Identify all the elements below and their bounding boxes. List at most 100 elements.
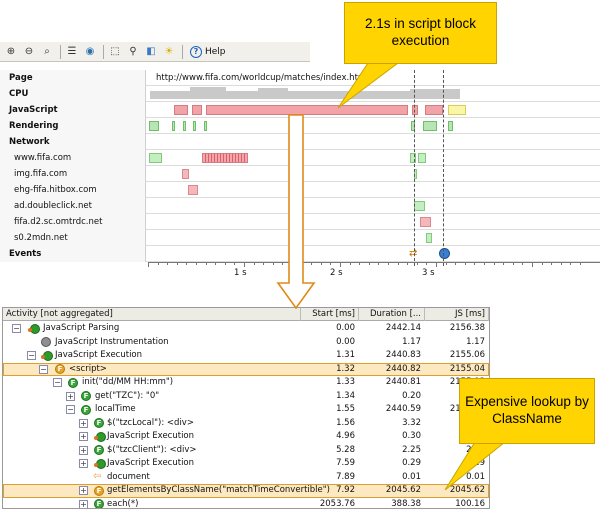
palette-icon[interactable]: ◧	[146, 46, 156, 57]
page-url[interactable]: http://www.fifa.com/worldcup/matches/ind…	[156, 73, 369, 83]
axis-tick	[532, 262, 533, 267]
table-row[interactable]: + JavaScript Execution 7.59 0.29 0.29	[3, 457, 489, 471]
js-segment[interactable]	[425, 105, 443, 115]
axis-tick	[359, 262, 361, 265]
js-segment-script-block[interactable]	[206, 105, 408, 115]
network-request[interactable]	[149, 153, 162, 163]
render-segment[interactable]	[423, 121, 437, 131]
table-row[interactable]: + F $("tzcLocal"): <div> 1.56 3.32 3.32	[3, 417, 489, 431]
js-segment[interactable]	[192, 105, 202, 115]
network-request[interactable]	[420, 217, 431, 227]
axis-tick	[282, 262, 284, 265]
network-request[interactable]	[410, 153, 416, 163]
table-row-getelementsbyclassname-highlighted[interactable]: + F getElementsByClassName("matchTimeCon…	[3, 484, 489, 498]
table-row[interactable]: + F each(*) 2053.76 388.38 100.16	[3, 498, 489, 509]
render-segment[interactable]	[149, 121, 159, 131]
axis-tick	[464, 262, 466, 265]
timeline-label-page: Page	[0, 70, 146, 86]
table-row[interactable]: − JavaScript Parsing 0.00 2442.14 2156.3…	[3, 322, 489, 336]
function-icon: F	[81, 404, 91, 415]
activity-name: JavaScript Parsing	[43, 323, 120, 334]
axis-tick	[445, 262, 447, 265]
js-segment-yellow[interactable]	[448, 105, 466, 115]
duration-cell: 2440.81	[385, 377, 421, 388]
script-function-icon: F	[55, 364, 65, 375]
filter-icon[interactable]: ⚲	[129, 46, 137, 57]
collapse-toggle[interactable]: −	[39, 364, 48, 374]
collapse-toggle[interactable]: −	[66, 405, 75, 415]
axis-tick	[426, 262, 428, 265]
expand-toggle[interactable]: +	[66, 391, 75, 401]
dom-access-arrow-icon: ⇦	[93, 471, 102, 483]
axis-tick	[484, 262, 485, 265]
expand-toggle[interactable]: +	[79, 499, 88, 509]
table-row[interactable]: + F $("tzcClient"): <div> 5.28 2.25 2.25	[3, 444, 489, 458]
collapse-toggle[interactable]: −	[53, 378, 62, 388]
expand-toggle[interactable]: +	[79, 418, 88, 428]
toolbar-separator	[103, 44, 104, 59]
globe-event-icon[interactable]	[439, 248, 450, 259]
instrumentation-icon	[41, 337, 51, 348]
network-request[interactable]	[418, 153, 426, 163]
globe-icon[interactable]: ◉	[85, 46, 95, 57]
network-request[interactable]	[188, 185, 198, 195]
render-segment[interactable]	[204, 121, 207, 131]
axis-tick	[253, 262, 255, 265]
axis-tick	[560, 262, 562, 265]
activity-cell: − F <script>	[3, 363, 301, 376]
select-icon[interactable]: ⬚	[110, 46, 120, 57]
help-button[interactable]: ? Help	[190, 45, 226, 58]
table-row[interactable]: − JavaScript Execution 1.31 2440.83 2155…	[3, 349, 489, 363]
column-header-duration[interactable]: Duration [...	[359, 308, 425, 321]
bulb-icon[interactable]: ☀	[164, 46, 174, 57]
render-segment[interactable]	[448, 121, 453, 131]
cpu-bar	[258, 88, 288, 99]
activity-cell: + F $("tzcClient"): <div>	[3, 444, 301, 457]
duration-cell: 1.17	[402, 336, 421, 347]
collapse-toggle[interactable]: −	[27, 351, 36, 361]
zoom-fit-icon[interactable]: ⌕	[44, 46, 50, 57]
table-row[interactable]: − F init("dd/MM HH:mm") 1.33 2440.81 215…	[3, 376, 489, 390]
network-request[interactable]	[426, 233, 432, 243]
render-segment[interactable]	[172, 121, 175, 131]
duration-cell: 3.32	[402, 417, 421, 428]
network-request[interactable]	[202, 153, 248, 163]
table-row[interactable]: + JavaScript Execution 4.96 0.30 0.30	[3, 430, 489, 444]
activity-cell: + JavaScript Execution	[3, 457, 301, 470]
page-load-event-icon[interactable]: ⇄	[409, 248, 418, 259]
axis-tick	[148, 262, 149, 267]
axis-tick	[522, 262, 524, 265]
network-request[interactable]	[414, 201, 425, 211]
render-segment[interactable]	[193, 121, 196, 131]
expand-toggle[interactable]: +	[79, 432, 88, 442]
render-segment[interactable]	[183, 121, 186, 131]
js-segment[interactable]	[174, 105, 188, 115]
timeline-label-host: s0.2mdn.net	[0, 230, 146, 246]
start-cell: 5.28	[336, 444, 355, 455]
timeline-row-cpu: CPU	[0, 86, 600, 102]
table-row[interactable]: − F localTime 1.55 2440.59 2154.82	[3, 403, 489, 417]
network-request[interactable]	[182, 169, 189, 179]
table-row-script-highlighted[interactable]: − F <script> 1.32 2440.82 2155.04	[3, 362, 489, 376]
zoom-in-icon[interactable]: ⊕	[6, 46, 16, 57]
expand-toggle[interactable]: +	[79, 486, 88, 496]
js-segment[interactable]	[412, 105, 418, 115]
axis-tick	[234, 262, 236, 265]
toolbar: ⊕ ⊖ ⌕ ☰ ◉ ⬚ ⚲ ◧ ☀ ? Help	[0, 42, 310, 62]
table-row[interactable]: + F get("TZC"): "0" 1.34 0.20 0.20	[3, 390, 489, 404]
collapse-toggle[interactable]: −	[12, 324, 21, 334]
column-header-js[interactable]: JS [ms]	[425, 308, 489, 321]
column-header-activity[interactable]: Activity [not aggregated]	[3, 308, 301, 321]
column-header-start[interactable]: Start [ms]	[301, 308, 359, 321]
start-cell: 1.34	[336, 390, 355, 401]
function-icon: F	[94, 445, 104, 456]
javascript-execution-icon	[94, 431, 106, 442]
table-row[interactable]: JavaScript Instrumentation 0.00 1.17 1.1…	[3, 336, 489, 350]
axis-tick	[330, 262, 332, 265]
expand-toggle[interactable]: +	[79, 445, 88, 455]
list-icon[interactable]: ☰	[67, 46, 77, 57]
expand-toggle[interactable]: +	[79, 459, 88, 469]
axis-tick	[186, 262, 188, 265]
zoom-out-icon[interactable]: ⊖	[24, 46, 34, 57]
table-row[interactable]: ⇦ document 7.89 0.01 0.01	[3, 471, 489, 485]
